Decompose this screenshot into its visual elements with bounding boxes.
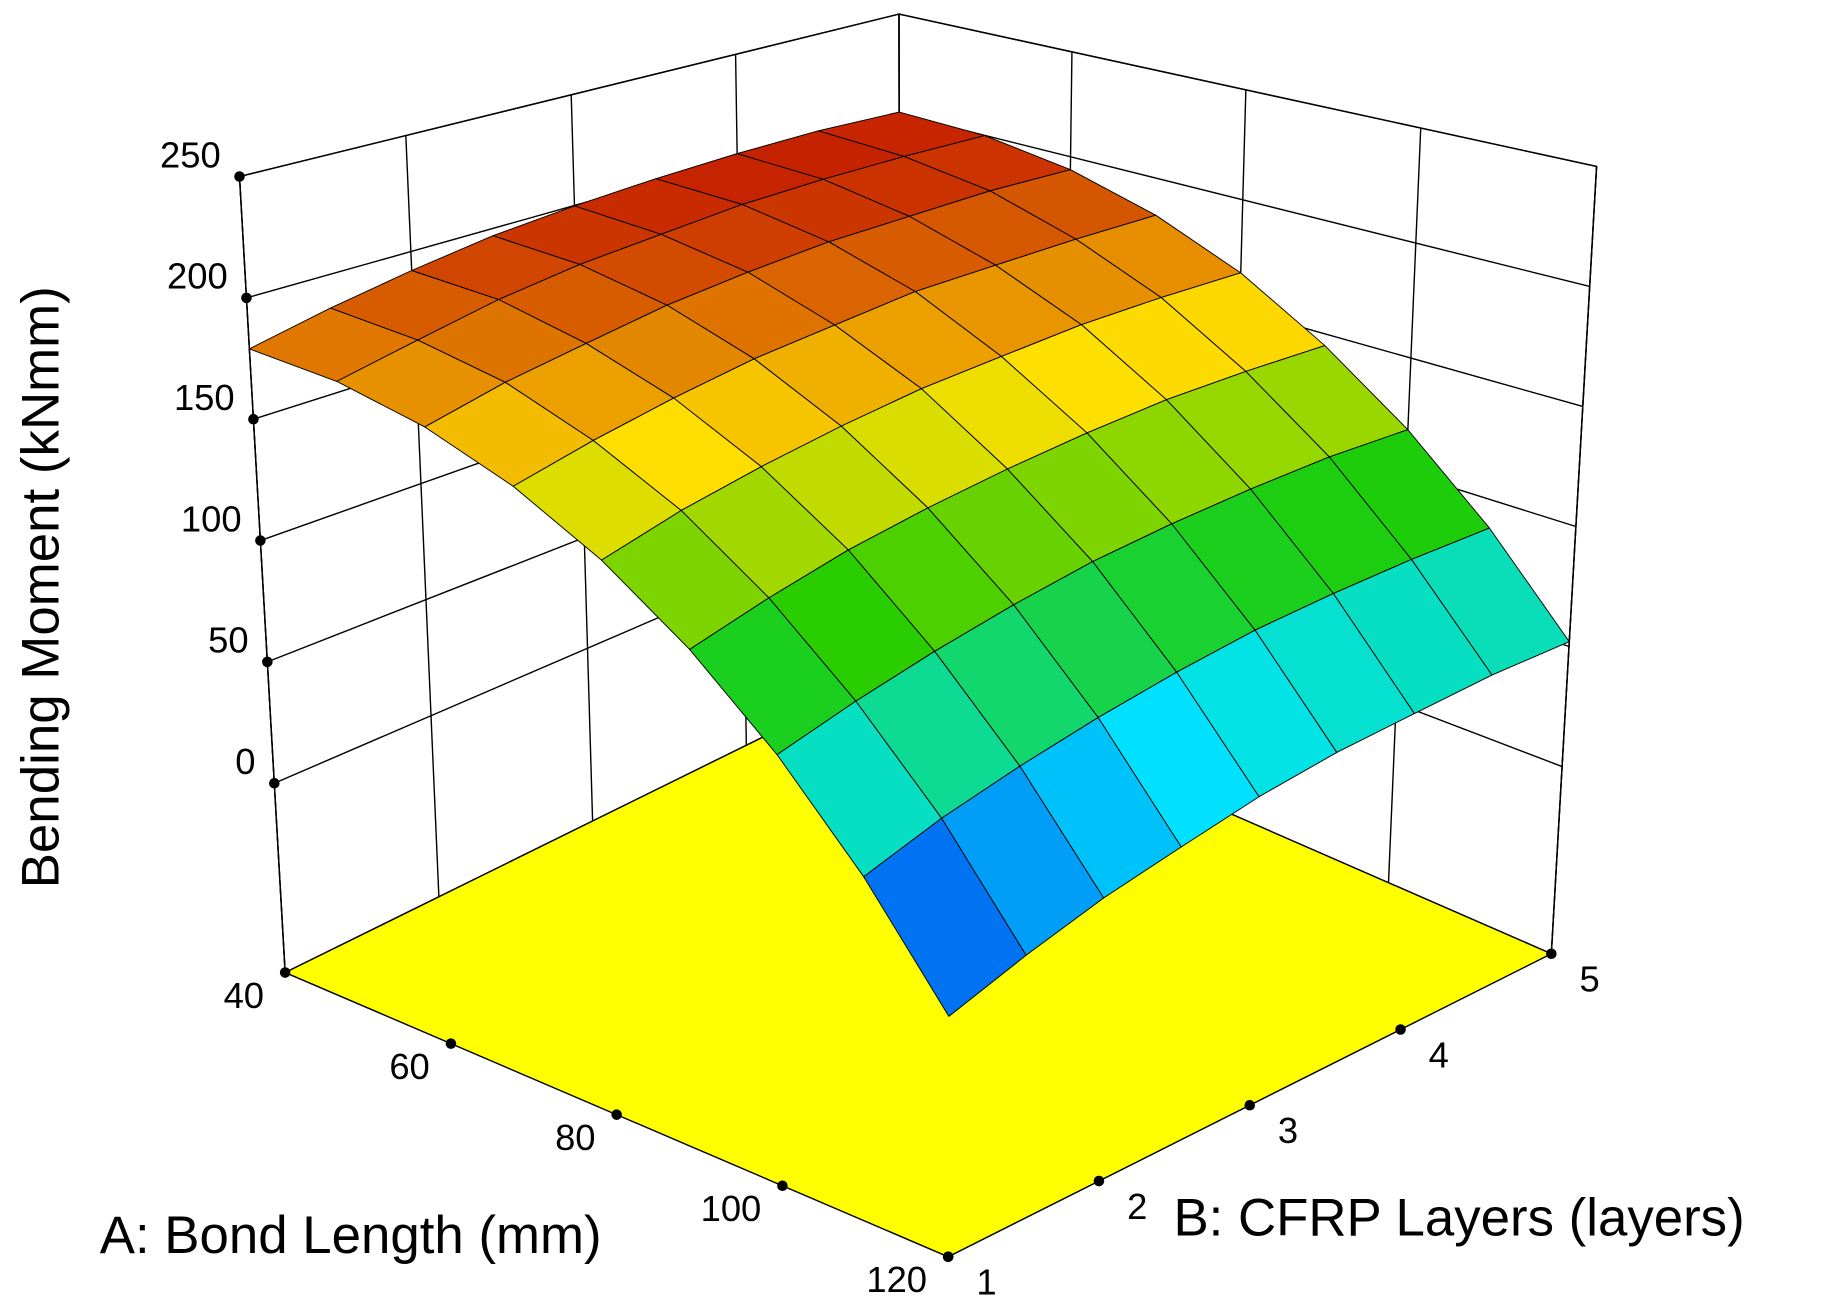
grid-line	[239, 13, 900, 178]
z-tick-mark	[248, 413, 259, 425]
x-tick-label: 80	[555, 1117, 595, 1158]
y-tick-mark	[1546, 948, 1557, 960]
z-tick-label: 200	[167, 256, 228, 297]
z-tick-label: 250	[160, 134, 221, 175]
axes: 0 50 100 150 200 250 40 60 80 100 120 1 2 3 4 5	[160, 134, 1600, 1302]
x-axis-label: A: Bond Length (mm)	[100, 1206, 602, 1265]
z-axis-label: Bending Moment (kNmm)	[12, 286, 71, 888]
y-tick-mark	[1395, 1024, 1406, 1035]
z-tick-label: 100	[181, 498, 242, 539]
y-tick-label: 1	[976, 1262, 996, 1303]
y-tick-label: 2	[1127, 1186, 1147, 1227]
z-axis-line	[238, 176, 286, 973]
grid-line	[405, 135, 440, 897]
x-tick-mark	[611, 1109, 622, 1120]
z-tick-mark	[269, 777, 280, 789]
x-tick-mark	[777, 1180, 788, 1192]
y-axis-label: B: CFRP Layers (layers)	[1173, 1188, 1744, 1247]
x-tick-mark	[279, 967, 291, 978]
corner-line	[1550, 166, 1598, 954]
surface-cell	[863, 817, 1027, 1017]
y-tick-mark	[942, 1251, 954, 1263]
z-tick-mark	[255, 535, 266, 546]
z-tick-label: 0	[235, 741, 255, 782]
z-tick-mark	[262, 656, 273, 668]
z-tick-label: 50	[208, 620, 248, 661]
surface	[248, 111, 1570, 1017]
z-tick-mark	[241, 292, 252, 304]
x-tick-label: 120	[866, 1259, 927, 1300]
grid-line	[898, 113, 1590, 288]
y-tick-label: 5	[1579, 959, 1599, 1000]
y-tick-label: 4	[1429, 1034, 1449, 1075]
grid-line	[898, 13, 1597, 168]
y-tick-label: 3	[1278, 1110, 1298, 1151]
x-tick-mark	[445, 1038, 457, 1049]
x-tick-label: 100	[701, 1188, 762, 1229]
x-tick-label: 40	[224, 975, 264, 1016]
z-tick-label: 150	[174, 377, 235, 418]
y-tick-mark	[1244, 1099, 1256, 1111]
z-tick-mark	[234, 171, 245, 182]
y-tick-mark	[1093, 1175, 1105, 1187]
x-tick-label: 60	[389, 1046, 429, 1087]
